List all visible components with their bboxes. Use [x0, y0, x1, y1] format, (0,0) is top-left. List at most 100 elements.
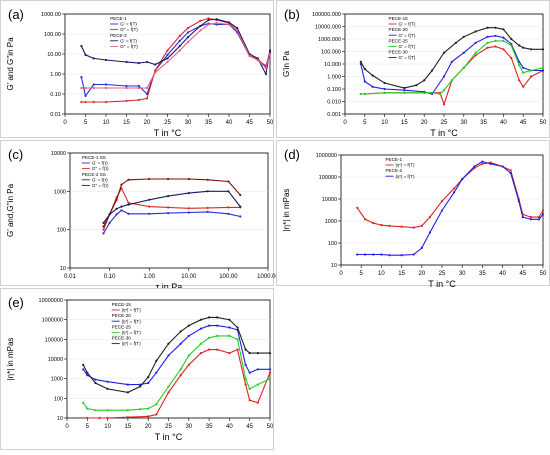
data-point [256, 383, 259, 386]
data-point [248, 54, 251, 58]
data-point [137, 62, 140, 65]
data-point [486, 35, 489, 38]
data-point [380, 253, 383, 256]
data-point [187, 177, 190, 181]
data-point [228, 326, 231, 329]
data-point [92, 100, 95, 104]
data-point [127, 201, 130, 204]
legend-entry: G' = f(T) [120, 38, 137, 43]
data-point [268, 49, 272, 52]
data-point [145, 92, 149, 96]
data-point [359, 92, 362, 96]
data-point [501, 165, 504, 168]
data-point [268, 352, 272, 355]
data-point [92, 57, 95, 60]
data-point [108, 221, 111, 224]
data-point [400, 225, 403, 228]
data-point [244, 363, 247, 366]
x-tick-label: 15 [398, 271, 405, 277]
data-point [268, 371, 272, 374]
data-point [208, 336, 211, 339]
data-point [126, 409, 129, 412]
data-point [179, 342, 182, 345]
data-point [127, 203, 130, 206]
data-point [400, 254, 403, 257]
x-tick-label: 35 [480, 120, 487, 126]
data-point [125, 60, 128, 64]
data-point [412, 253, 415, 256]
data-point [502, 48, 505, 51]
y-tick-label: 100.00 [44, 32, 61, 38]
data-point [155, 359, 158, 362]
data-point [494, 45, 497, 48]
data-point [522, 46, 525, 49]
data-point [167, 177, 170, 181]
data-point [178, 39, 181, 43]
data-point [510, 56, 513, 60]
data-point [236, 29, 239, 32]
data-point [453, 191, 456, 194]
data-point [481, 160, 484, 163]
data-point [80, 100, 83, 104]
data-point [216, 324, 219, 327]
data-point [227, 212, 230, 215]
data-point [208, 316, 211, 319]
x-tick-label: 50 [540, 271, 547, 277]
legend-entry: G' = f(τ) [92, 177, 108, 182]
data-point [125, 84, 128, 88]
data-point [462, 35, 465, 38]
y-tick-label: 10000000 [39, 298, 63, 304]
data-point [179, 330, 182, 333]
data-point [481, 162, 484, 165]
data-point [363, 92, 366, 96]
data-point [167, 212, 170, 215]
x-tick-label: 10 [104, 424, 111, 430]
data-point [359, 60, 362, 63]
y-tick-label: 1000000 [316, 153, 337, 159]
data-point [473, 165, 476, 168]
y-tick-label: 1000 [325, 219, 337, 225]
data-point [530, 75, 533, 78]
data-point [147, 415, 150, 418]
data-point [125, 99, 128, 102]
data-point [356, 206, 359, 209]
data-point [106, 409, 109, 412]
data-point [383, 81, 386, 85]
x-tick-label: 10 [381, 120, 388, 126]
data-point [199, 318, 203, 321]
data-point [371, 85, 374, 88]
data-point [364, 218, 367, 221]
data-point [94, 409, 97, 412]
data-point [529, 216, 533, 219]
legend-entry: PECE-20 [112, 313, 132, 318]
data-point [102, 221, 105, 224]
data-point [208, 348, 211, 351]
x-tick-label: 5 [86, 424, 90, 430]
data-point [256, 57, 259, 60]
data-point [518, 64, 521, 67]
panel-label: (b) [284, 7, 300, 22]
series-line [356, 162, 544, 229]
series-2 [82, 324, 272, 386]
panel-label: (a) [8, 7, 24, 22]
data-point [82, 363, 85, 366]
data-point [428, 231, 431, 234]
data-point [428, 216, 431, 219]
data-point [486, 26, 489, 29]
data-point [179, 374, 182, 377]
legend-entry: G'' = f(T) [120, 27, 138, 32]
data-point [268, 368, 272, 371]
data-point [372, 222, 375, 225]
data-point [199, 352, 203, 355]
data-point [216, 348, 219, 351]
data-point [474, 30, 477, 33]
legend-entry: PECE-1 [385, 157, 402, 162]
y-tick-label: 10.00 [47, 52, 61, 58]
x-tick-label: 5 [84, 120, 88, 126]
data-point [403, 89, 406, 92]
data-point [126, 391, 129, 394]
data-point [187, 211, 190, 214]
data-point [102, 228, 105, 231]
legend-entry: G' = f(T) [399, 22, 416, 27]
data-point [517, 200, 520, 203]
